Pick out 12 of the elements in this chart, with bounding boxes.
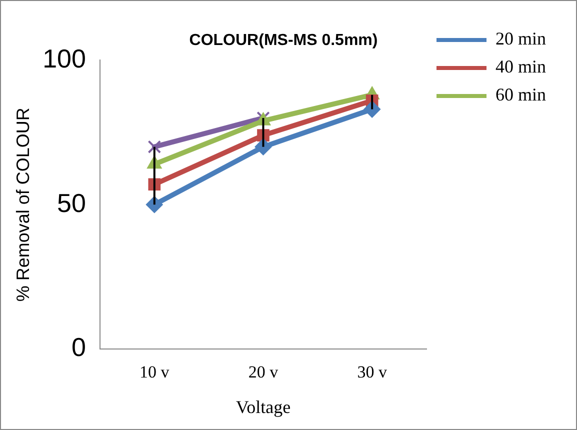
chart-title: COLOUR(MS-MS 0.5mm) (189, 32, 378, 50)
y-axis-title: % Removal of COLOUR (12, 108, 33, 302)
x-tick-label: 10 v (140, 362, 170, 382)
legend-label: 60 min (496, 84, 546, 105)
legend-label: 20 min (496, 28, 546, 49)
y-tick-label: 0 (72, 332, 86, 362)
x-axis-title: Voltage (236, 396, 291, 417)
y-tick-label: 100 (42, 43, 86, 74)
y-tick-label: 50 (57, 188, 86, 218)
legend-label: 40 min (496, 56, 546, 77)
x-tick-label: 20 v (248, 362, 279, 382)
x-tick-label: 30 v (357, 362, 388, 382)
